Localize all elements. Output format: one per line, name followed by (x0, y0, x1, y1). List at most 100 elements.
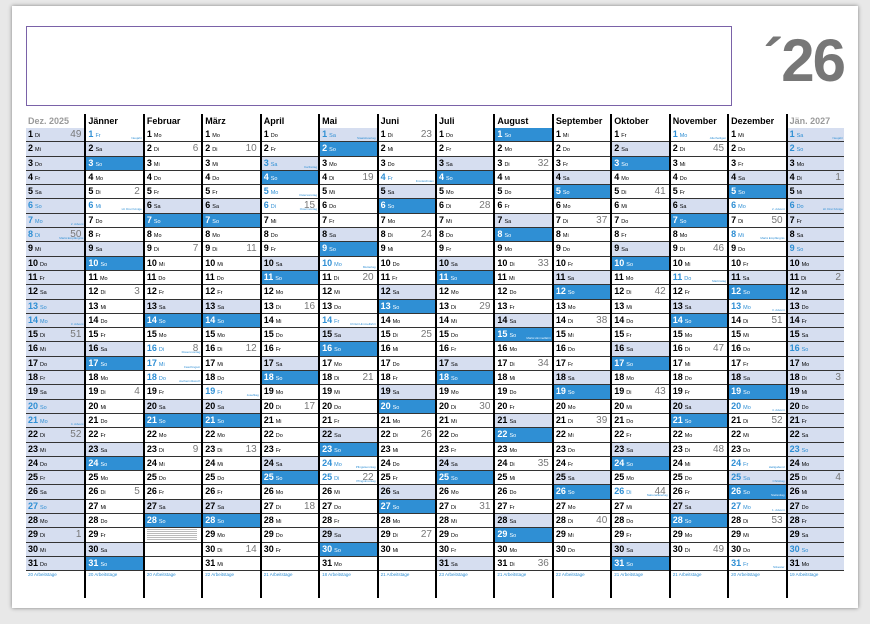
day-cell[interactable]: 16 Fr (437, 342, 494, 357)
day-cell[interactable]: 24 So (86, 456, 143, 472)
day-cell[interactable]: 8 Mi (553, 228, 611, 243)
day-cell[interactable]: 6 Mi Hl. Drei Könige (86, 199, 143, 214)
day-cell[interactable]: 30 Mi (378, 543, 435, 557)
day-cell[interactable]: 27 Fr (495, 500, 552, 515)
day-cell[interactable]: 10 Mo Muttertag (320, 257, 377, 271)
day-cell[interactable]: 16 Mi (378, 342, 435, 357)
day-cell[interactable]: 11 Di 20 (320, 271, 377, 286)
day-cell[interactable]: 28 Mo (26, 514, 85, 529)
day-cell[interactable]: 31 Do (26, 556, 85, 572)
day-cell[interactable]: 25 Di 4 (787, 471, 844, 486)
day-cell[interactable]: 20 Di 30 (437, 400, 494, 414)
day-cell[interactable]: 7 Di 37 (553, 214, 611, 229)
day-cell[interactable]: 19 Fr (670, 385, 728, 400)
day-cell[interactable]: 14 Mi (437, 314, 494, 329)
day-cell[interactable]: 10 Di 33 (495, 257, 552, 271)
day-cell[interactable]: 20 Di 17 (261, 400, 319, 414)
day-cell[interactable]: 25 Sa (553, 471, 611, 486)
day-cell[interactable]: 17 So (612, 356, 669, 372)
day-cell[interactable]: 26 Fr (203, 485, 260, 500)
day-cell[interactable]: 26 Sa (378, 485, 435, 500)
day-cell[interactable]: 26 Mo (261, 485, 319, 500)
day-cell[interactable]: 29 Sa (787, 528, 844, 543)
day-cell[interactable]: 22 Do (437, 428, 494, 443)
day-cell[interactable]: 9 Di 11 (203, 242, 260, 257)
day-cell[interactable]: 17 So (86, 356, 143, 372)
day-cell[interactable]: 16 Do (553, 342, 611, 357)
day-cell[interactable]: 13 Do (787, 299, 844, 314)
day-cell[interactable]: 12 Mi (787, 285, 844, 300)
day-cell[interactable]: 31 So (86, 556, 143, 572)
day-cell[interactable]: 25 Do (144, 471, 202, 486)
day-cell[interactable]: 23 Fr (261, 443, 319, 457)
day-cell[interactable]: 2 So (787, 142, 844, 157)
day-cell[interactable]: 30 Fr (437, 543, 494, 557)
day-cell[interactable]: 15 Mo (670, 328, 728, 343)
day-cell[interactable]: 5 Fr (670, 185, 728, 200)
day-cell[interactable]: 29 Fr (86, 528, 143, 543)
day-cell[interactable]: 7 Mi (261, 214, 319, 229)
day-cell[interactable]: 27 Di 31 (437, 500, 494, 515)
day-cell[interactable]: 24 Sa (437, 456, 494, 472)
day-cell[interactable]: 13 Fr (495, 300, 552, 314)
day-cell[interactable]: 26 Mi (320, 485, 377, 500)
day-cell[interactable]: 12 Fr (670, 285, 728, 300)
day-cell[interactable]: 5 Do (495, 185, 552, 200)
day-cell[interactable]: 29 Do (437, 528, 494, 543)
day-cell[interactable]: 1 So (495, 128, 552, 143)
day-cell[interactable]: 1 Fr Neujahr (86, 128, 143, 143)
day-cell[interactable]: 11 So (261, 270, 319, 286)
day-cell[interactable]: 4 Mi (495, 171, 552, 186)
day-cell[interactable]: 10 So (612, 256, 669, 271)
day-cell[interactable]: 13 Mo 3. Advent (729, 300, 786, 314)
day-cell[interactable]: 9 Mi (26, 242, 85, 257)
day-cell[interactable]: 8 Do (261, 228, 319, 243)
day-cell[interactable]: 5 Sa (378, 185, 435, 200)
day-cell[interactable]: 4 Sa (553, 170, 611, 186)
day-cell[interactable]: 10 Do (378, 257, 435, 271)
day-cell[interactable]: 11 Fr (378, 271, 435, 286)
day-cell[interactable]: 20 So (26, 399, 85, 414)
day-cell[interactable]: 23 Di 9 (144, 443, 202, 457)
day-cell[interactable]: 5 Di 41 (612, 185, 669, 200)
day-cell[interactable]: 5 Sa (26, 185, 85, 200)
day-cell[interactable]: 16 Di 47 (670, 342, 728, 357)
day-cell[interactable]: 8 Sa (320, 228, 377, 243)
day-cell[interactable]: 7 So (670, 213, 728, 229)
day-cell[interactable]: 25 So (261, 471, 319, 486)
day-cell[interactable]: 10 Mi (670, 257, 728, 271)
day-cell[interactable]: 13 Di 16 (261, 300, 319, 314)
day-cell[interactable]: 5 Fr (203, 185, 260, 200)
day-cell[interactable]: 6 Di Ostermontag 15 (261, 199, 319, 214)
day-cell[interactable]: 28 Di 53 (729, 514, 786, 529)
day-cell[interactable]: 18 Do Aschermittwoch (144, 371, 202, 386)
day-cell[interactable]: 4 Fr Fronleichnam (378, 171, 435, 186)
day-cell[interactable]: 17 Mi (203, 357, 260, 372)
day-cell[interactable]: 4 Fr (26, 170, 85, 186)
day-cell[interactable]: 20 Sa (670, 399, 728, 414)
day-cell[interactable]: 16 Di Rosenmontag 8 (144, 342, 202, 357)
day-cell[interactable]: 15 Mi (729, 328, 786, 343)
day-cell[interactable]: 14 Do (86, 314, 143, 329)
day-cell[interactable]: 4 Do (670, 171, 728, 186)
day-cell[interactable]: 7 So (144, 213, 202, 229)
day-cell[interactable]: 22 Do (261, 428, 319, 443)
day-cell[interactable]: 2 Di 10 (203, 142, 260, 157)
day-cell[interactable]: 7 Fr (320, 214, 377, 229)
day-cell[interactable]: 17 Mo (320, 357, 377, 372)
day-cell[interactable]: 27 Sa (670, 499, 728, 515)
day-cell[interactable]: 3 So (612, 156, 669, 171)
day-cell[interactable]: 9 Sa (612, 242, 669, 257)
day-cell[interactable]: 6 Mi (612, 199, 669, 214)
day-cell[interactable]: 23 Di 48 (670, 443, 728, 457)
day-cell[interactable]: 19 So (553, 385, 611, 400)
day-cell[interactable]: 23 Do (553, 443, 611, 457)
day-cell[interactable]: 29 Do (261, 528, 319, 543)
day-cell[interactable]: 23 Mi (26, 442, 85, 457)
day-cell[interactable]: 30 Sa (86, 542, 143, 557)
day-cell[interactable]: 10 Mi (144, 257, 202, 271)
day-cell[interactable]: 7 Sa (495, 213, 552, 229)
day-cell[interactable]: 4 Do (144, 171, 202, 186)
day-cell[interactable]: 14 Mo 3. Advent (26, 313, 85, 329)
day-cell[interactable]: 3 Mo (320, 157, 377, 171)
